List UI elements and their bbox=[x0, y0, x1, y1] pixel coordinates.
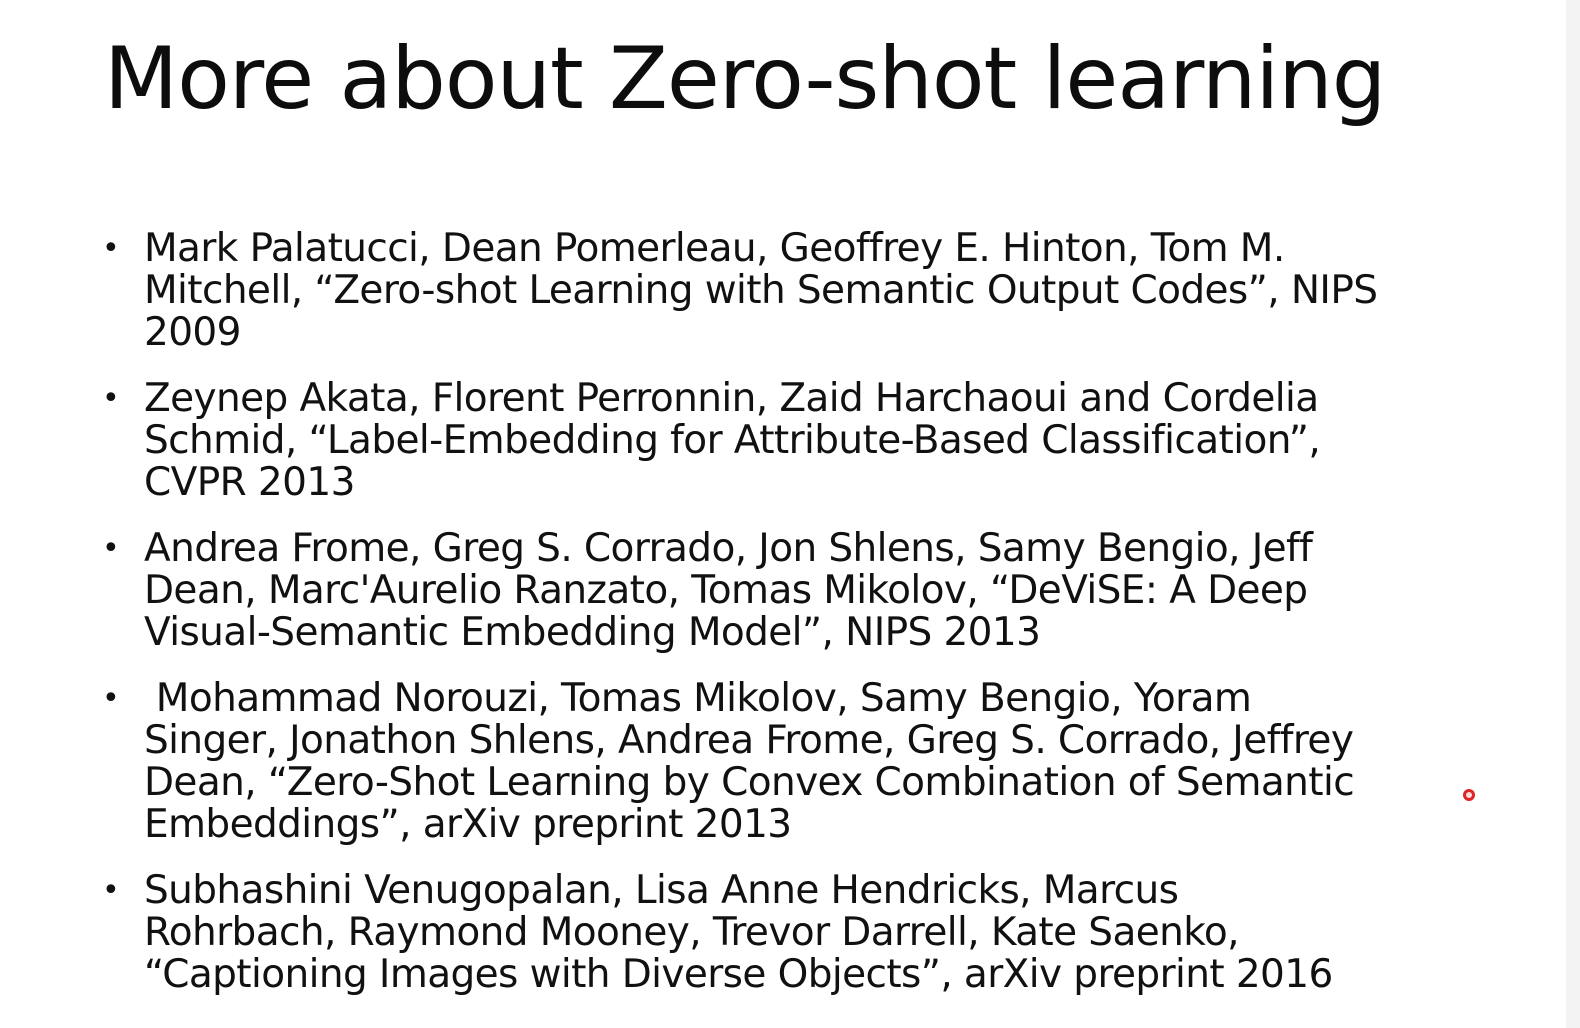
reference-line: Visual-Semantic Embedding Model”, NIPS 2… bbox=[144, 610, 1041, 655]
reference-list: • Mark Palatucci, Dean Pomerleau, Geoffr… bbox=[98, 228, 1498, 1020]
reference-line: Schmid, “Label-Embedding for Attribute-B… bbox=[144, 418, 1321, 463]
reference-line: Singer, Jonathon Shlens, Andrea Frome, G… bbox=[144, 718, 1354, 763]
reference-item: • Mark Palatucci, Dean Pomerleau, Geoffr… bbox=[98, 228, 1498, 354]
reference-line: “Captioning Images with Diverse Objects”… bbox=[144, 952, 1333, 997]
reference-line: Andrea Frome, Greg S. Corrado, Jon Shlen… bbox=[144, 526, 1313, 571]
bullet-icon: • bbox=[102, 681, 120, 716]
reference-line: Dean, “Zero-Shot Learning by Convex Comb… bbox=[144, 760, 1355, 805]
reference-line: Subhashini Venugopalan, Lisa Anne Hendri… bbox=[144, 868, 1179, 913]
reference-line: Mark Palatucci, Dean Pomerleau, Geoffrey… bbox=[144, 226, 1285, 271]
reference-line: CVPR 2013 bbox=[144, 460, 355, 505]
reference-line: Rohrbach, Raymond Mooney, Trevor Darrell… bbox=[144, 910, 1240, 955]
slide-title: More about Zero-shot learning bbox=[104, 29, 1386, 129]
reference-item: • Zeynep Akata, Florent Perronnin, Zaid … bbox=[98, 378, 1498, 504]
laser-pointer-icon bbox=[1463, 789, 1475, 801]
reference-item: • Andrea Frome, Greg S. Corrado, Jon Shl… bbox=[98, 528, 1498, 654]
bullet-icon: • bbox=[102, 381, 120, 416]
reference-line: Dean, Marc'Aurelio Ranzato, Tomas Mikolo… bbox=[144, 568, 1308, 613]
bullet-icon: • bbox=[102, 531, 120, 566]
reference-line: Zeynep Akata, Florent Perronnin, Zaid Ha… bbox=[144, 376, 1319, 421]
bullet-icon: • bbox=[102, 231, 120, 266]
reference-item: • Subhashini Venugopalan, Lisa Anne Hend… bbox=[98, 870, 1498, 996]
window-edge bbox=[1566, 0, 1580, 1028]
reference-line: Mitchell, “Zero-shot Learning with Seman… bbox=[144, 268, 1378, 313]
reference-line: Mohammad Norouzi, Tomas Mikolov, Samy Be… bbox=[144, 676, 1252, 721]
reference-line: Embeddings”, arXiv preprint 2013 bbox=[144, 802, 792, 847]
bullet-icon: • bbox=[102, 873, 120, 908]
reference-item: • Mohammad Norouzi, Tomas Mikolov, Samy … bbox=[98, 678, 1498, 846]
reference-line: 2009 bbox=[144, 310, 241, 355]
